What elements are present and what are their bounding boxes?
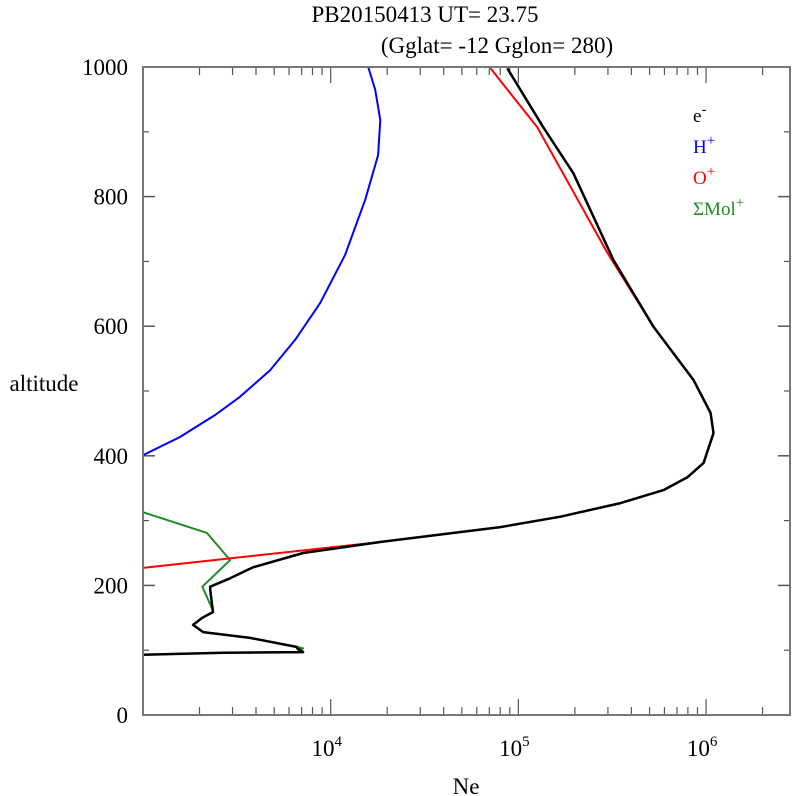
series-line-h-plus (142, 66, 382, 457)
legend-label: O (693, 168, 707, 189)
legend-label: e (693, 106, 701, 127)
x-tick-label: 104 (311, 734, 342, 761)
y-axis-label: altitude (10, 371, 79, 396)
x-tick-base: 10 (499, 736, 522, 761)
legend-sup: + (736, 195, 744, 211)
y-tick-label: 0 (117, 703, 129, 728)
legend-sup: - (701, 102, 706, 118)
chart-title: PB20150413 UT= 23.75 (311, 2, 538, 27)
series-line-o-plus (142, 67, 715, 569)
y-tick-label: 600 (94, 314, 129, 339)
legend-entry: ΣMol+ (693, 195, 744, 220)
x-tick-label: 106 (687, 734, 718, 761)
plot-area (142, 66, 715, 656)
legend-label: H (693, 137, 707, 158)
chart-subtitle: (Gglat= -12 Gglon= 280) (381, 33, 613, 58)
series-line-e (142, 67, 715, 656)
plot-frame (142, 66, 791, 716)
x-tick-exponent: 6 (710, 734, 718, 750)
x-tick-base: 10 (687, 736, 710, 761)
legend-sup: + (707, 133, 715, 149)
x-axis-label: Ne (453, 774, 480, 796)
y-tick-label: 800 (94, 185, 129, 210)
x-tick-exponent: 5 (522, 734, 530, 750)
x-tick-label: 105 (499, 734, 530, 761)
legend-entry: O+ (693, 164, 715, 189)
legend-entry: e- (693, 102, 706, 127)
legend-label: ΣMol (693, 199, 736, 220)
x-tick-exponent: 4 (334, 734, 342, 750)
y-tick-label: 400 (94, 444, 129, 469)
legend-sup: + (707, 164, 715, 180)
legend-entry: H+ (693, 133, 715, 158)
x-tick-base: 10 (311, 736, 334, 761)
y-tick-label: 200 (94, 573, 129, 598)
y-tick-label: 1000 (82, 55, 128, 80)
legend: e-H+O+ΣMol+ (693, 102, 744, 220)
